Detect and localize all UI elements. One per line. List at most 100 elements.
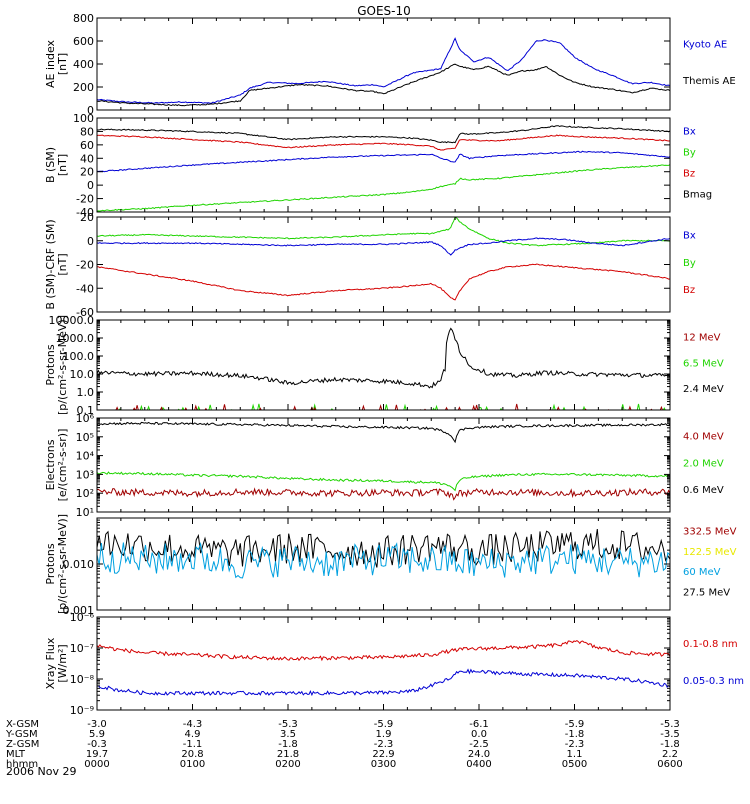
ephem-value: -2.3 (565, 739, 585, 750)
y-axis-label: Xray Flux (44, 637, 57, 689)
ephem-value: 0.0 (471, 729, 487, 740)
y-axis-unit: [e/(cm²-s-sr)] (56, 429, 69, 502)
ephem-value: -3.0 (87, 719, 107, 730)
y-tick-label: 60 (80, 139, 94, 152)
ephem-value: 0200 (275, 759, 300, 770)
y-tick-label: -40 (76, 282, 94, 295)
legend-entry: 2.4 MeV (683, 384, 724, 395)
ephem-value: 0500 (562, 759, 587, 770)
series-group (97, 37, 670, 107)
y-axis-label: AE index (44, 39, 57, 88)
y-tick-label: 1.0 (77, 386, 95, 399)
y-axis-unit: [p/(cm²-s-sr-MeV)] (56, 514, 69, 614)
y-tick-label: 100 (73, 112, 94, 125)
y-tick-label: 10⁻⁷ (70, 642, 94, 655)
y-tick-label: 10⁻⁹ (70, 704, 94, 717)
legend-entry: Themis AE (682, 76, 736, 87)
legend-entry: By (683, 148, 696, 159)
series-line-by (97, 217, 670, 247)
panel-ae: 0 200 400 600 800 AE index [nT] Kyoto AE Themis … (44, 12, 736, 117)
series-line-2-4-mev (97, 327, 670, 389)
y-tick-label: -40 (76, 206, 94, 219)
y-tick-label: 40 (80, 152, 94, 165)
y-axis-unit: [W/m²] (56, 644, 69, 682)
y-tick-label: 10⁻⁸ (70, 673, 95, 686)
ephem-value: 0400 (466, 759, 491, 770)
y-tick-label: 10.0 (70, 368, 95, 381)
ephem-value: -1.8 (278, 739, 298, 750)
panel-frame (96, 517, 671, 611)
panel-protons1: 0.1 1.0 10.0 100.0 1000.0 10000.0 Protons [p/(c… (44, 314, 724, 417)
y-tick-label: 80 (80, 125, 94, 138)
y-tick-label: 20 (80, 211, 94, 224)
ephem-value: 4.9 (185, 729, 201, 740)
legend-entry: 60 MeV (683, 567, 721, 578)
legend-entry: Bz (683, 285, 695, 296)
y-tick-label: 100.0 (63, 350, 95, 363)
series-line-themis-ae (97, 63, 670, 107)
ephem-value: 3.5 (280, 729, 296, 740)
legend-entry: 2.0 MeV (683, 458, 724, 469)
series-line-60-mev (97, 541, 670, 579)
ephem-value: -2.5 (469, 739, 489, 750)
ephem-value: -5.9 (374, 719, 394, 730)
ephem-value: 0300 (371, 759, 396, 770)
series-line-2-0-mev (97, 471, 670, 492)
legend-entry: 122.5 MeV (683, 547, 737, 558)
y-tick-label: 0.001 (63, 604, 95, 617)
y-tick-label: 10⁴ (76, 450, 95, 463)
y-tick-label: 10⁵ (76, 431, 94, 444)
ephem-value: -6.1 (469, 719, 489, 730)
ephem-value: -5.9 (565, 719, 585, 730)
y-axis-label: Protons (44, 543, 57, 584)
panel-frame (96, 616, 671, 711)
date-label: 2006 Nov 29 (6, 765, 76, 778)
ephem-value: 5.9 (89, 729, 105, 740)
series-line-4-0-mev (97, 487, 670, 501)
panel-xray: 10⁻⁹ 10⁻⁸ 10⁻⁷ 10⁻⁶ Xray Flux [W/m²] 0.1-0.8 n… (44, 611, 744, 717)
legend-entry: 4.0 MeV (683, 431, 724, 442)
legend-entry: 0.1-0.8 nm (683, 639, 738, 650)
y-tick-label: 600 (73, 35, 94, 48)
ephem-value: 0000 (84, 759, 109, 770)
legend-entry: Kyoto AE (683, 39, 727, 50)
ephem-value: -1.8 (565, 729, 585, 740)
y-tick-label: 0.1 (77, 404, 95, 417)
y-axis-label: Electrons (44, 439, 57, 490)
ephem-value: -1.1 (183, 739, 203, 750)
legend-entry: By (683, 258, 696, 269)
series-line-by (97, 164, 670, 212)
ephem-row-label: hhmm (6, 759, 38, 770)
legend-entry: Bmag (683, 189, 712, 200)
ephem-value: 22.9 (372, 749, 394, 760)
ephem-value: 21.8 (277, 749, 299, 760)
ephem-value: 20.8 (181, 749, 203, 760)
ephem-value: 0600 (657, 759, 682, 770)
y-tick-label: -20 (76, 259, 94, 272)
series-group (97, 125, 670, 212)
legend-entry: Bz (683, 168, 695, 179)
y-tick-label: 400 (73, 58, 94, 71)
panel-frame (96, 17, 671, 111)
y-tick-label: 1000.0 (56, 332, 95, 345)
y-axis-unit: [p/(cm²-s-sr-MeV)] (56, 315, 69, 415)
y-axis-unit: [nT] (56, 253, 69, 275)
ephem-row-label: MLT (6, 749, 26, 760)
ephem-value: 0100 (180, 759, 205, 770)
series-line-bz (97, 263, 670, 301)
y-tick-label: 10² (76, 487, 94, 500)
y-axis-label: Protons (44, 344, 57, 385)
y-tick-label: 10³ (76, 468, 94, 481)
panel-electrons: 10¹ 10² 10³ 10⁴ 10⁵ 10⁶ Electrons [e/(cm²-s-sr)… (44, 412, 724, 519)
ephem-value: -3.5 (660, 729, 680, 740)
ephem-row-label: X-GSM (6, 719, 39, 730)
series-line-bz (97, 134, 670, 151)
ephem-value: 1.9 (376, 729, 392, 740)
y-tick-label: 20 (80, 166, 94, 179)
ephem-value: -5.3 (660, 719, 680, 730)
y-tick-label: 800 (73, 12, 94, 25)
series-line-27-5-mev (97, 529, 670, 568)
